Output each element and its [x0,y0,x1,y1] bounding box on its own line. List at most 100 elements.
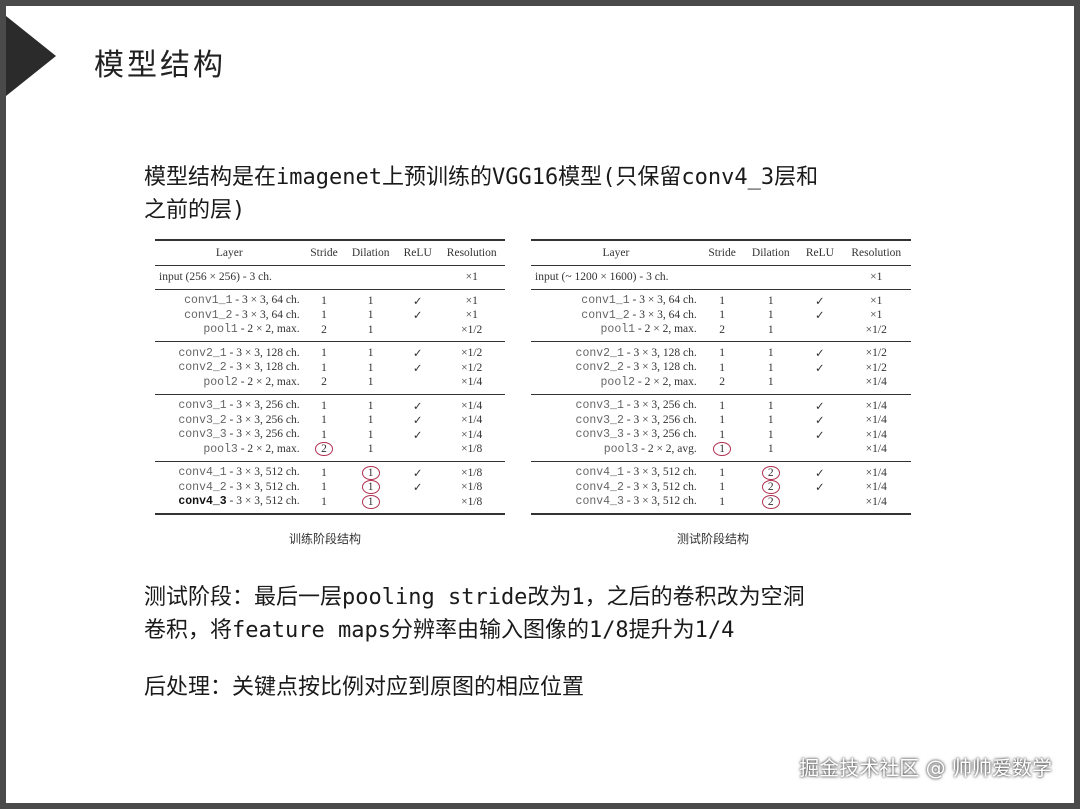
layer-spec: - 2 × 2, max. [637,323,697,336]
resolution-cell: ×1/8 [461,481,483,494]
dilation-cell: 2 [761,480,780,495]
table-row: conv4_3 - 3 × 3, 512 ch. 1 1 ×1/8 [155,494,505,514]
layer-spec: - 3 × 3, 128 ch. [626,361,697,374]
resolution-cell: ×1 [438,288,505,308]
resolution-cell: ×1 [465,309,478,322]
layer-name: conv3_3 [575,428,624,442]
resolution-cell: ×1/4 [865,495,887,508]
relu-cell: ✓ [815,310,825,323]
layer-name: conv4_2 [575,480,624,494]
watermark: 掘金技术社区 @ 帅帅爱数学 [799,756,1052,780]
table-row: conv1_2 - 3 × 3, 64 ch. 1 1 ✓ ×1 [155,308,505,323]
relu-cell [397,495,439,514]
dilation-cell: 1 [767,399,774,412]
dilation-cell: 1 [367,443,374,456]
layer-name: pool3 [203,442,238,456]
dilation-cell: 1 [367,294,374,307]
stride-cell: 2 [321,323,327,336]
test-caption: 测试阶段结构 [677,532,750,546]
input-row: input (256 × 256) - 3 ch. ×1 [155,265,505,289]
test-table: Layer Stride Dilation ReLU Resolution input (… [531,239,911,515]
layer-spec: - 3 × 3, 64 ch. [235,308,300,321]
layer-spec: - 3 × 3, 512 ch. [229,495,300,508]
relu-cell: ✓ [815,429,825,442]
stride-cell: 1 [321,481,327,494]
stride-cell: 1 [719,361,725,374]
input-row: input (~ 1200 × 1600) - 3 ch. ×1 [531,265,911,289]
relu-cell: ✓ [815,362,825,375]
layer-name: conv2_1 [178,346,227,360]
column-header: Stride [708,247,736,259]
column-header: Stride [310,247,338,259]
dilation-cell: 1 [367,414,374,427]
dilation-cell: 1 [767,414,774,427]
resolution-cell: ×1/2 [865,323,887,336]
dilation-cell: 1 [767,376,774,389]
layer-name: conv3_3 [178,428,227,442]
column-header: ReLU [805,247,834,259]
resolution-cell: ×1/4 [865,443,887,456]
resolution-cell: ×1/4 [865,376,887,389]
table-row: conv2_1 - 3 × 3, 128 ch. 1 1 ✓ ×1/2 [531,341,911,361]
relu-cell [798,323,841,342]
layer-name: conv4_2 [178,480,227,494]
resolution-cell: ×1/4 [865,414,887,427]
test-stage-text: 测试阶段：最后一层pooling stride改为1，之后的卷积改为空洞 卷积，… [144,581,805,647]
column-header: Resolution [851,247,902,259]
dilation-cell: 1 [767,294,774,307]
table-row: conv3_2 - 3 × 3, 256 ch. 1 1 ✓ ×1/4 [531,413,911,428]
slide-title: 模型结构 [94,48,226,83]
stride-cell: 1 [719,347,725,360]
table-row: pool1 - 2 × 2, max. 2 1 ×1/2 [155,323,505,342]
stride-cell: 1 [719,428,725,441]
relu-cell: ✓ [798,393,842,413]
stride-cell: 1 [719,495,725,508]
table-row: conv2_1 - 3 × 3, 128 ch. 1 1 ✓ ×1/2 [155,341,505,361]
layer-spec: - 3 × 3, 64 ch. [235,294,300,307]
resolution-cell: ×1/2 [865,361,887,374]
resolution-cell: ×1/8 [461,495,483,508]
layer-name: conv4_1 [178,466,227,480]
dilation-cell: 1 [367,309,374,322]
relu-cell [397,442,439,461]
column-header: Layer [215,247,243,259]
table-row: conv3_1 - 3 × 3, 256 ch. 1 1 ✓ ×1/4 [155,393,505,413]
relu-cell: ✓ [396,460,439,480]
layer-spec: - 2 × 2, avg. [641,442,697,455]
layer-spec: - 3 × 3, 512 ch. [626,495,697,508]
layer-name: conv4_1 [575,466,624,480]
dilation-cell: 1 [767,309,774,322]
table-row: pool3 - 2 × 2, avg. 1 1 ×1/4 [531,442,911,461]
stride-cell: 1 [321,399,327,412]
stride-cell: 1 [321,414,327,427]
resolution-cell: ×1 [841,288,911,308]
resolution-cell: ×1/4 [865,481,887,494]
stride-cell: 2 [719,323,725,336]
dilation-cell: 2 [761,494,780,509]
relu-cell [798,375,841,394]
table-row: pool2 - 2 × 2, max. 2 1 ×1/4 [155,375,505,394]
column-header: ReLU [403,247,432,259]
resolution-cell: ×1/4 [865,428,887,441]
layer-name: conv1_2 [581,308,630,322]
relu-cell: ✓ [798,341,842,361]
layer-spec: - 3 × 3, 64 ch. [632,308,697,321]
layer-spec: - 2 × 2, max. [637,375,697,388]
layer-name: pool1 [203,323,238,337]
layer-spec: - 2 × 2, max. [240,323,300,336]
resolution-cell: ×1/4 [841,393,911,413]
layer-name: conv1_1 [184,294,233,308]
layer-name: conv2_2 [178,361,227,375]
layer-spec: - 3 × 3, 512 ch. [229,480,300,493]
layer-spec: - 3 × 3, 512 ch. [626,480,697,493]
train-caption: 训练阶段结构 [289,532,362,546]
dilation-cell: 1 [367,399,374,412]
stride-cell: 1 [719,414,725,427]
table-row: pool3 - 2 × 2, max. 2 1 ×1/8 [155,442,505,461]
resolution-cell: ×1/8 [438,460,505,480]
table-row: conv4_1 - 3 × 3, 512 ch. 1 2 ✓ ×1/4 [531,460,911,480]
resolution-cell: ×1/4 [438,393,505,413]
resolution-cell: ×1/2 [438,341,505,361]
relu-cell [397,323,439,342]
stride-cell: 1 [321,361,327,374]
